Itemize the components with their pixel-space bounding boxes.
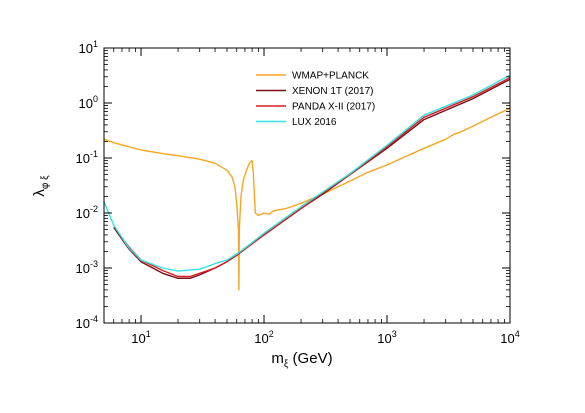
legend-label-1: WMAP+PLANCK [292, 71, 369, 82]
legend-label-4: LUX 2016 [292, 117, 337, 128]
y-axis-title: λφ ξ [31, 175, 51, 197]
y-tick-label: 100 [79, 94, 98, 111]
axes-layer: 101 102 103 104 10-4 10-3 10-2 10-1 100 101 [76, 39, 520, 346]
legend-label-2: XENON 1T (2017) [292, 86, 374, 97]
x-tick-label: 101 [131, 329, 150, 346]
y-tick-label: 10-4 [76, 314, 98, 331]
x-tick-label: 103 [377, 329, 396, 346]
series-line-3 [121, 76, 511, 278]
y-tick-label: 10-3 [76, 259, 98, 276]
x-axis-title: mξ (GeV) [271, 350, 332, 370]
legend-label-3: PANDA X-II (2017) [292, 102, 375, 113]
x-tick-label: 104 [500, 329, 519, 346]
y-tick-label: 10-2 [76, 204, 98, 221]
y-tick-label: 10-1 [76, 149, 98, 166]
series-layer [103, 74, 511, 291]
legend: WMAP+PLANCK XENON 1T (2017) PANDA X-II (20… [256, 71, 375, 128]
x-tick-label: 102 [254, 329, 273, 346]
plot-frame [103, 47, 511, 324]
series-line-4 [103, 74, 511, 272]
y-tick-label: 101 [79, 39, 98, 56]
series-line-1 [103, 107, 511, 291]
